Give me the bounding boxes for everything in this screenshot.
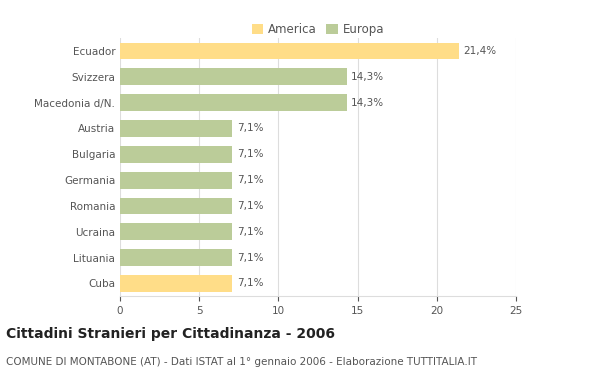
Bar bbox=[120, 172, 232, 188]
Text: 14,3%: 14,3% bbox=[351, 72, 385, 82]
Text: 14,3%: 14,3% bbox=[351, 98, 385, 108]
Text: 7,1%: 7,1% bbox=[237, 124, 264, 133]
Text: 21,4%: 21,4% bbox=[464, 46, 497, 56]
Text: 7,1%: 7,1% bbox=[237, 227, 264, 237]
Bar bbox=[120, 223, 232, 240]
Text: 7,1%: 7,1% bbox=[237, 175, 264, 185]
Bar bbox=[120, 275, 232, 292]
Bar bbox=[120, 198, 232, 214]
Text: 7,1%: 7,1% bbox=[237, 279, 264, 288]
Bar bbox=[120, 94, 347, 111]
Text: 7,1%: 7,1% bbox=[237, 253, 264, 263]
Text: COMUNE DI MONTABONE (AT) - Dati ISTAT al 1° gennaio 2006 - Elaborazione TUTTITAL: COMUNE DI MONTABONE (AT) - Dati ISTAT al… bbox=[6, 357, 477, 367]
Bar bbox=[120, 68, 347, 85]
Legend: America, Europa: America, Europa bbox=[247, 18, 389, 41]
Bar bbox=[120, 146, 232, 163]
Bar bbox=[120, 43, 459, 59]
Bar bbox=[120, 120, 232, 137]
Text: 7,1%: 7,1% bbox=[237, 201, 264, 211]
Bar bbox=[120, 249, 232, 266]
Text: 7,1%: 7,1% bbox=[237, 149, 264, 159]
Text: Cittadini Stranieri per Cittadinanza - 2006: Cittadini Stranieri per Cittadinanza - 2… bbox=[6, 327, 335, 341]
